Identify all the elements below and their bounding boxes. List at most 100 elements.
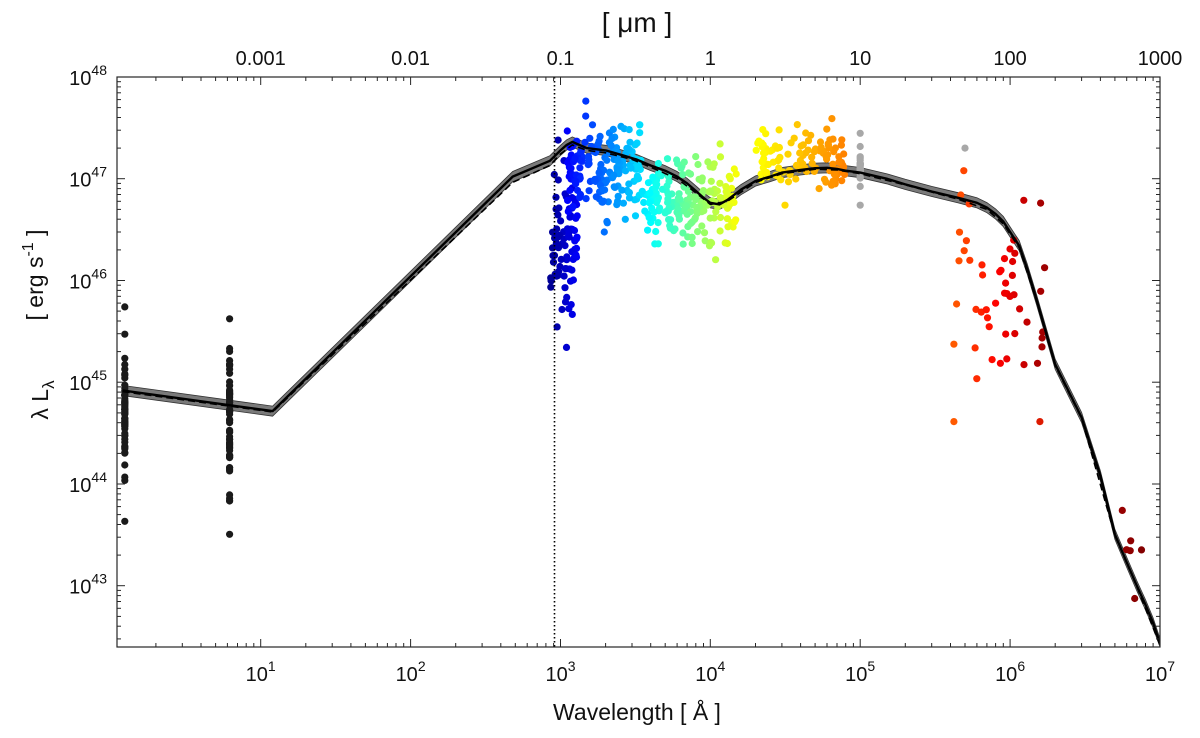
data-point [955, 257, 963, 265]
top-tick-label: 10 [849, 48, 871, 70]
x-tick-label: 106 [995, 658, 1025, 686]
data-point [566, 186, 574, 194]
data-point [638, 187, 646, 195]
data-point [121, 517, 129, 525]
data-point [769, 158, 777, 166]
data-point [784, 150, 792, 158]
data-point [656, 204, 664, 212]
data-point [654, 159, 663, 168]
data-point [679, 229, 687, 237]
data-point [773, 144, 781, 152]
data-point [644, 226, 652, 234]
data-point [1020, 361, 1028, 369]
data-point [1002, 330, 1010, 338]
plot-frame [116, 76, 1161, 648]
data-point [641, 207, 649, 215]
top-tick-label: 0.001 [236, 48, 286, 70]
top-axis-title: [ μm ] [602, 7, 673, 38]
data-point [971, 344, 979, 352]
data-point [1037, 287, 1045, 295]
data-point [561, 284, 569, 292]
data-point [1011, 330, 1019, 338]
data-point [577, 148, 585, 156]
y-tick-label: 1047 [69, 164, 107, 192]
data-point [792, 175, 800, 183]
data-point [591, 175, 599, 184]
data-point [572, 214, 580, 222]
data-point [802, 149, 810, 157]
data-point [1131, 594, 1139, 603]
y-tick-label: 1043 [69, 571, 107, 599]
data-point [1137, 546, 1146, 554]
data-point [226, 365, 234, 373]
data-point [121, 330, 129, 338]
data-point [614, 157, 622, 165]
data-point [978, 261, 986, 269]
data-point [226, 392, 234, 400]
data-points [121, 97, 1146, 603]
data-point [759, 149, 768, 157]
data-point [554, 211, 562, 219]
data-point [950, 418, 958, 426]
data-point [804, 137, 813, 145]
data-point [856, 154, 864, 162]
data-point [226, 530, 234, 538]
data-point [664, 195, 672, 203]
data-point [561, 265, 569, 273]
data-point [610, 171, 618, 179]
data-point [716, 140, 724, 148]
data-point [121, 473, 129, 481]
data-point [226, 315, 234, 323]
data-point [226, 464, 234, 472]
data-point [1037, 199, 1045, 207]
data-point [549, 252, 557, 260]
data-point [585, 156, 593, 164]
data-point [581, 138, 589, 146]
data-point [815, 185, 823, 193]
data-point [732, 216, 740, 224]
data-point [673, 156, 681, 164]
x-tick-label: 107 [1145, 658, 1175, 686]
data-area [121, 97, 1160, 647]
data-point [553, 225, 561, 233]
data-point [837, 141, 846, 149]
data-point [572, 180, 580, 188]
data-point [781, 201, 789, 209]
data-point [966, 256, 974, 264]
data-point [675, 212, 683, 220]
top-tick-label: 0.1 [547, 48, 575, 70]
data-point [692, 153, 700, 161]
data-point [1008, 271, 1017, 279]
data-point [988, 356, 996, 364]
x-tick-label: 102 [396, 658, 426, 686]
y-axis-title-sub: λ [39, 380, 58, 389]
top-tick-label: 1 [705, 48, 716, 70]
data-point [799, 160, 807, 168]
y-axis-title: λ Lλ [ erg s-1 ] [20, 230, 58, 420]
y-axis-units-exp: -1 [20, 242, 37, 256]
data-point [1123, 546, 1131, 554]
data-point [554, 232, 562, 240]
data-point [618, 186, 626, 194]
data-point [856, 201, 864, 209]
data-point [603, 156, 611, 164]
top-tick-label: 100 [993, 48, 1026, 70]
data-point [552, 193, 560, 201]
data-point [950, 340, 958, 348]
top-tick-label: 0.01 [391, 48, 430, 70]
data-point [1006, 292, 1014, 300]
data-point [1127, 537, 1135, 545]
data-point [585, 187, 593, 195]
data-point [609, 125, 617, 133]
data-point [955, 228, 964, 236]
data-point [962, 237, 971, 245]
y-axis-units-close: ] [22, 230, 48, 243]
data-point [1009, 257, 1017, 266]
data-point [716, 194, 724, 202]
x-tick-label: 103 [545, 658, 575, 686]
data-point [700, 229, 709, 237]
data-point [810, 148, 819, 156]
data-point [549, 258, 558, 266]
data-point [557, 217, 565, 225]
data-point [640, 198, 648, 207]
